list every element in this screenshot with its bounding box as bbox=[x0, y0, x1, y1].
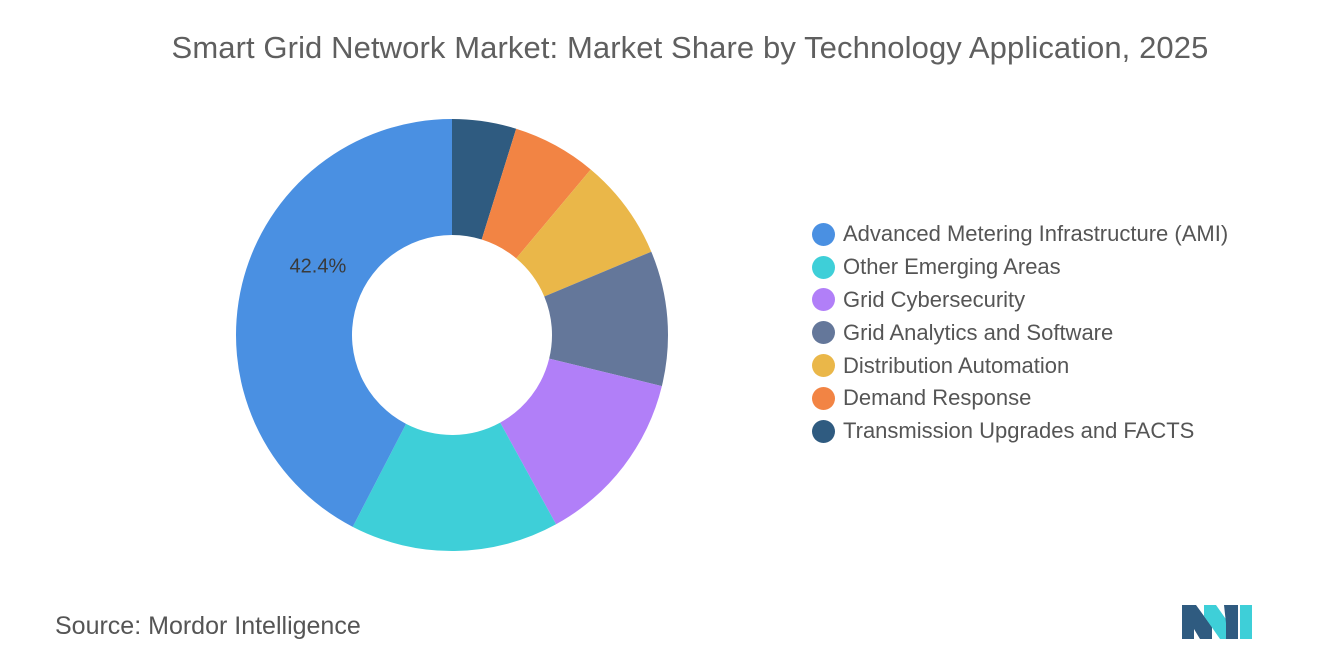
legend-label: Distribution Automation bbox=[843, 352, 1070, 378]
slice-demand-response bbox=[481, 128, 591, 259]
slice-other-emerging-areas bbox=[352, 422, 557, 551]
legend-label: Grid Analytics and Software bbox=[843, 319, 1114, 345]
legend-item-transmission-upgrades-and-facts: Transmission Upgrades and FACTS bbox=[812, 415, 1228, 448]
legend-swatch-icon bbox=[812, 255, 835, 279]
legend-item-distribution-automation: Distribution Automation bbox=[812, 349, 1228, 382]
legend-item-grid-analytics-and-software: Grid Analytics and Software bbox=[812, 316, 1228, 349]
donut-data-labels: 42.4% bbox=[290, 256, 347, 278]
legend-swatch-icon bbox=[812, 419, 835, 443]
slice-advanced-metering-infrastructure-ami bbox=[236, 119, 452, 527]
mordor-intelligence-logo-icon bbox=[1182, 605, 1252, 639]
legend-label: Transmission Upgrades and FACTS bbox=[843, 418, 1195, 444]
legend-label: Other Emerging Areas bbox=[843, 254, 1061, 280]
source-value: Mordor Intelligence bbox=[148, 612, 361, 640]
legend-item-demand-response: Demand Response bbox=[812, 382, 1228, 415]
data-label-advanced-metering-infrastructure-ami: 42.4% bbox=[290, 256, 347, 278]
slice-distribution-automation bbox=[516, 169, 652, 297]
donut-slices bbox=[236, 119, 668, 551]
chart-legend: Advanced Metering Infrastructure (AMI) Ot… bbox=[812, 218, 1228, 448]
legend-swatch-icon bbox=[812, 222, 835, 246]
legend-swatch-icon bbox=[812, 321, 835, 345]
legend-swatch-icon bbox=[812, 288, 835, 312]
slice-transmission-upgrades-and-facts bbox=[452, 119, 517, 240]
legend-swatch-icon bbox=[812, 386, 835, 410]
legend-item-advanced-metering-infrastructure-ami: Advanced Metering Infrastructure (AMI) bbox=[812, 218, 1228, 251]
legend-label: Demand Response bbox=[843, 385, 1032, 411]
source-label: Source: bbox=[55, 612, 142, 640]
legend-item-grid-cybersecurity: Grid Cybersecurity bbox=[812, 284, 1228, 317]
slice-grid-analytics-and-software bbox=[544, 251, 668, 387]
source-line: Source: Mordor Intelligence bbox=[55, 612, 361, 641]
legend-label: Advanced Metering Infrastructure (AMI) bbox=[843, 221, 1229, 247]
slice-grid-cybersecurity bbox=[500, 358, 662, 525]
chart-title: Smart Grid Network Market: Market Share … bbox=[171, 30, 1209, 65]
legend-swatch-icon bbox=[812, 354, 835, 378]
legend-label: Grid Cybersecurity bbox=[843, 286, 1026, 312]
legend-item-other-emerging-areas: Other Emerging Areas bbox=[812, 251, 1228, 284]
